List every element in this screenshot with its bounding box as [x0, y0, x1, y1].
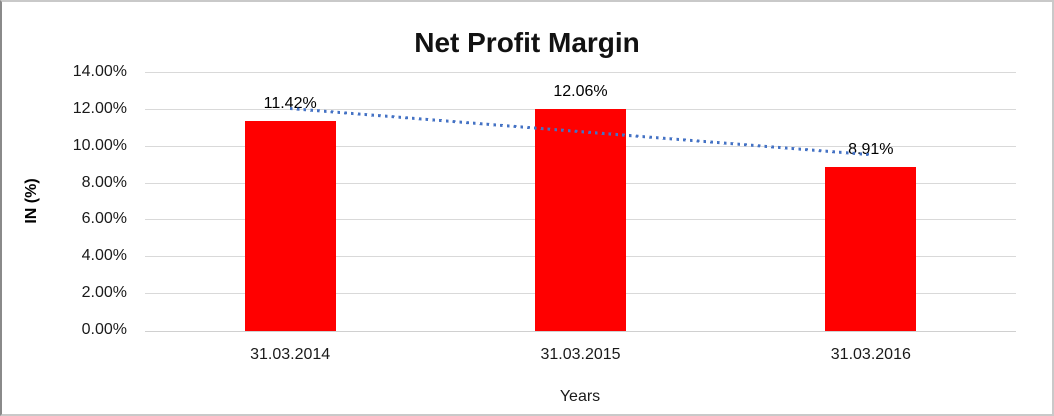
y-tick-label: 6.00% — [81, 210, 127, 228]
x-axis-line — [145, 331, 1016, 332]
chart-title: Net Profit Margin — [414, 27, 640, 58]
x-tick-label: 31.03.2014 — [250, 346, 331, 363]
y-tick-label: 10.00% — [72, 136, 127, 154]
y-tick-label: 0.00% — [81, 321, 127, 338]
gridline — [145, 72, 1016, 73]
y-tick-label: 2.00% — [81, 284, 127, 302]
data-label: 12.06% — [553, 82, 608, 100]
x-tick-label: 31.03.2015 — [540, 346, 621, 363]
y-tick-label: 8.00% — [81, 173, 127, 191]
y-tick-label: 14.00% — [72, 63, 127, 80]
y-tick-label: 12.00% — [72, 99, 127, 117]
x-tick-label: 31.03.2016 — [830, 346, 911, 363]
bar-31.03.2015 — [535, 108, 626, 331]
data-label: 11.42% — [263, 94, 317, 112]
bar-31.03.2016 — [825, 166, 917, 331]
x-axis-title: Years — [559, 388, 601, 405]
bar-31.03.2014 — [244, 120, 336, 331]
y-tick-label: 4.00% — [81, 247, 127, 265]
plot-area: 11.42% 12.06% 8.91% — [145, 72, 1016, 332]
